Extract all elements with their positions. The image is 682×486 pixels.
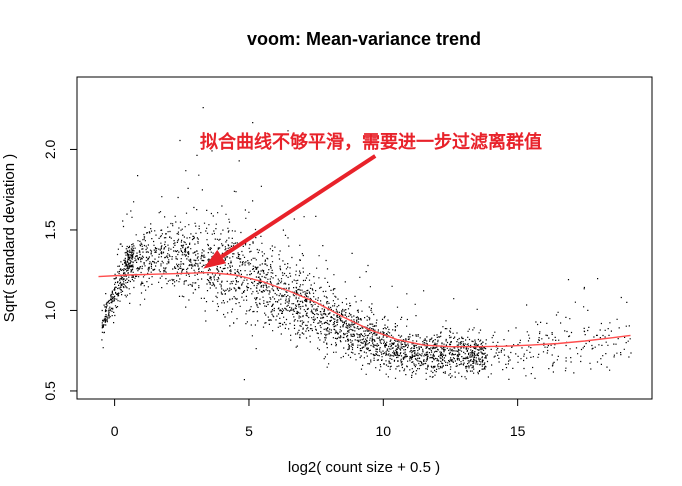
y-tick-label: 1.5 — [42, 220, 58, 240]
x-axis: 0 5 10 15 — [111, 398, 526, 439]
x-tick-label: 0 — [111, 423, 119, 439]
trend-line — [98, 271, 631, 348]
x-tick-label: 10 — [376, 423, 392, 439]
x-tick-label: 15 — [510, 423, 526, 439]
annotation-text: 拟合曲线不够平滑，需要进一步过滤离群值 — [200, 131, 542, 153]
y-axis-label: Sqrt( standard deviation ) — [1, 154, 18, 322]
y-tick-label: 1.0 — [42, 301, 58, 321]
annotation-arrow — [220, 154, 377, 259]
annotation-arrow-head — [203, 249, 227, 269]
x-tick-label: 5 — [245, 423, 253, 439]
x-axis-label: log2( count size + 0.5 ) — [288, 459, 440, 476]
y-tick-label: 2.0 — [42, 140, 58, 160]
y-axis: 0.5 1.0 1.5 2.0 — [42, 140, 78, 401]
annotation: 拟合曲线不够平滑，需要进一步过滤离群值 — [200, 131, 542, 269]
chart-title: voom: Mean-variance trend — [247, 29, 481, 49]
y-tick-label: 0.5 — [42, 381, 58, 401]
plot-frame — [76, 76, 653, 400]
